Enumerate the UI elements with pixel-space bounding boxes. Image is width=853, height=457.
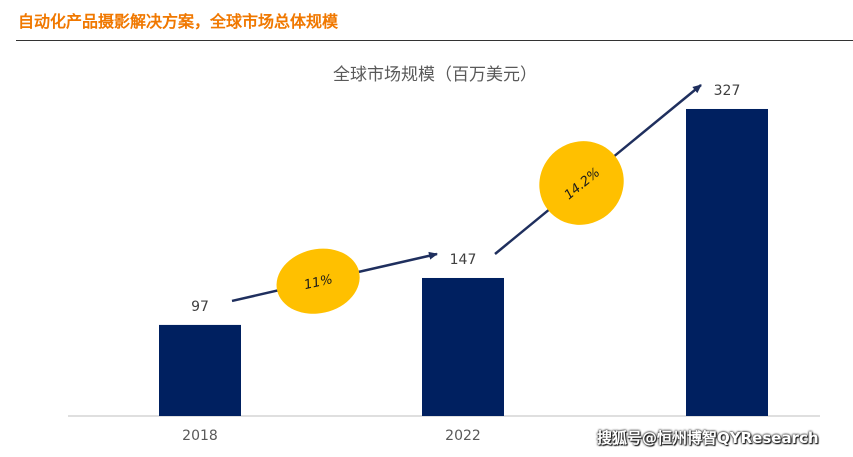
bar-2 xyxy=(686,108,768,416)
chart-title: 全球市场规模（百万美元） xyxy=(333,65,537,85)
data-label-0: 97 xyxy=(191,299,209,315)
data-label-1: 147 xyxy=(450,252,477,268)
growth-bubble-0 xyxy=(276,248,360,314)
growth-rate-label-0: 11% xyxy=(303,272,335,293)
page-title: 自动化产品摄影解决方案，全球市场总体规模 xyxy=(18,12,339,31)
watermark: 搜狐号@恒州博智QYResearch xyxy=(597,429,819,447)
growth-bubble-1 xyxy=(539,141,624,225)
x-tick-label-0: 2018 xyxy=(182,428,218,444)
bar-0 xyxy=(159,324,241,416)
x-tick-label-1: 2022 xyxy=(445,428,481,444)
data-label-2: 327 xyxy=(714,83,741,99)
header-divider xyxy=(16,40,853,41)
bar-1 xyxy=(422,277,504,416)
